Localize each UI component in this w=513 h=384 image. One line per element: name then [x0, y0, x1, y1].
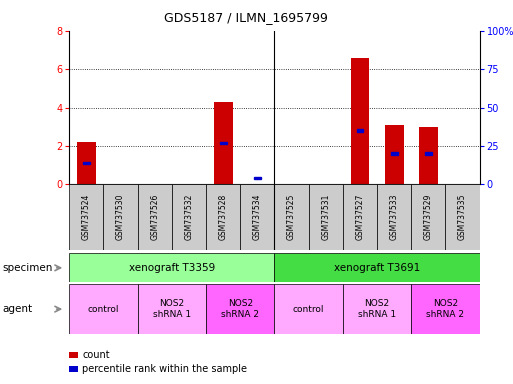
Bar — [274, 253, 480, 282]
Text: NOS2
shRNA 2: NOS2 shRNA 2 — [426, 300, 464, 319]
Bar — [69, 184, 104, 250]
Bar — [137, 184, 172, 250]
Text: count: count — [82, 350, 110, 360]
Text: GSM737530: GSM737530 — [116, 194, 125, 240]
Bar — [83, 162, 90, 164]
Bar — [343, 284, 411, 334]
Text: GSM737531: GSM737531 — [321, 194, 330, 240]
Text: GSM737526: GSM737526 — [150, 194, 159, 240]
Bar — [309, 184, 343, 250]
Text: xenograft T3359: xenograft T3359 — [129, 263, 215, 273]
Text: NOS2
shRNA 1: NOS2 shRNA 1 — [358, 300, 396, 319]
Bar — [206, 284, 274, 334]
Text: xenograft T3691: xenograft T3691 — [334, 263, 420, 273]
Text: GSM737529: GSM737529 — [424, 194, 433, 240]
Text: control: control — [293, 305, 324, 314]
Text: percentile rank within the sample: percentile rank within the sample — [82, 364, 247, 374]
Text: GSM737535: GSM737535 — [458, 194, 467, 240]
Bar — [240, 184, 274, 250]
Bar — [69, 352, 78, 358]
Bar — [391, 152, 398, 155]
Bar — [274, 284, 343, 334]
Bar — [425, 152, 432, 155]
Text: GSM737527: GSM737527 — [356, 194, 364, 240]
Bar — [104, 184, 137, 250]
Bar — [220, 142, 227, 144]
Bar — [445, 184, 480, 250]
Bar — [69, 366, 78, 372]
Text: agent: agent — [3, 304, 33, 314]
Text: NOS2
shRNA 1: NOS2 shRNA 1 — [153, 300, 191, 319]
Text: GSM737534: GSM737534 — [253, 194, 262, 240]
Bar — [350, 58, 369, 184]
Text: specimen: specimen — [3, 263, 53, 273]
Text: GDS5187 / ILMN_1695799: GDS5187 / ILMN_1695799 — [164, 12, 328, 25]
Bar — [69, 253, 274, 282]
Bar — [385, 125, 404, 184]
Bar — [77, 142, 96, 184]
Text: NOS2
shRNA 2: NOS2 shRNA 2 — [221, 300, 259, 319]
Bar — [254, 177, 261, 179]
Text: GSM737533: GSM737533 — [390, 194, 399, 240]
Text: GSM737532: GSM737532 — [185, 194, 193, 240]
Text: GSM737528: GSM737528 — [219, 194, 228, 240]
Bar — [343, 184, 377, 250]
Bar — [419, 127, 438, 184]
Bar — [357, 129, 363, 132]
Text: control: control — [88, 305, 119, 314]
Bar — [172, 184, 206, 250]
Bar — [411, 284, 480, 334]
Bar — [137, 284, 206, 334]
Bar — [206, 184, 240, 250]
Bar — [377, 184, 411, 250]
Bar — [274, 184, 309, 250]
Bar — [411, 184, 445, 250]
Bar — [214, 102, 232, 184]
Bar — [69, 284, 137, 334]
Text: GSM737525: GSM737525 — [287, 194, 296, 240]
Text: GSM737524: GSM737524 — [82, 194, 91, 240]
